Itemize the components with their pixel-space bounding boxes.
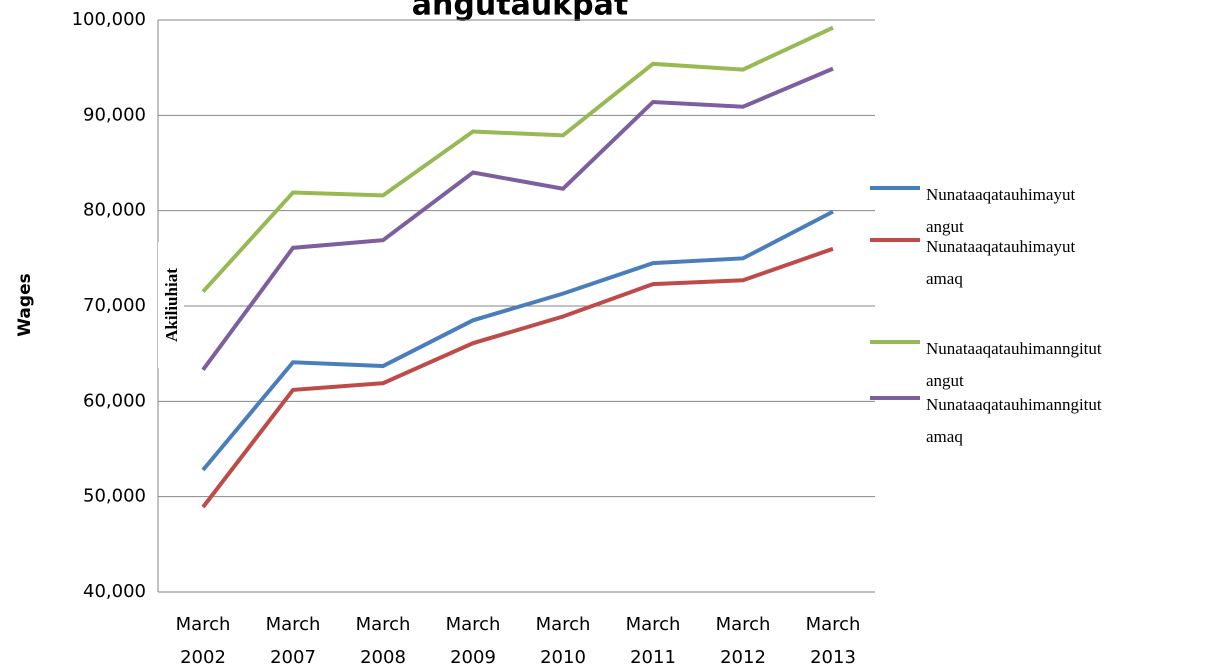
legend-label: Nunataaqatauhimanngitut amaq xyxy=(926,395,1102,446)
x-tick-label: March 2007 xyxy=(266,614,321,668)
chart-title: angutaukpat xyxy=(412,0,628,23)
x-tick-label: March 2011 xyxy=(626,614,681,668)
y-axis-label: Wages xyxy=(15,273,35,336)
y-tick-label: 80,000 xyxy=(83,200,146,221)
series-line xyxy=(201,25,834,294)
x-tick-label: March 2009 xyxy=(446,614,501,668)
series-line xyxy=(201,246,834,509)
y-tick-label: 40,000 xyxy=(83,581,146,602)
annotation-box xyxy=(158,242,184,368)
annotation: Akiliuhiat xyxy=(162,268,181,342)
series-line xyxy=(201,209,834,472)
x-tick-label: March 2010 xyxy=(536,614,591,668)
series-line xyxy=(201,66,834,372)
legend-label: Nunataaqatauhimayut amaq xyxy=(926,237,1075,288)
y-tick-label: 100,000 xyxy=(72,9,146,30)
x-tick-label: March 2013 xyxy=(806,614,861,668)
y-tick-label: 50,000 xyxy=(83,486,146,507)
y-tick-label: 70,000 xyxy=(83,295,146,316)
legend-label: Nunataaqatauhimayut angut xyxy=(926,185,1075,236)
y-tick-label: 90,000 xyxy=(83,104,146,125)
x-tick-label: March 2008 xyxy=(356,614,411,668)
x-tick-label: March 2002 xyxy=(176,614,231,668)
x-tick-label: March 2012 xyxy=(716,614,771,668)
legend-label: Nunataaqatauhimanngitut angut xyxy=(926,339,1102,390)
y-tick-label: 60,000 xyxy=(83,390,146,411)
